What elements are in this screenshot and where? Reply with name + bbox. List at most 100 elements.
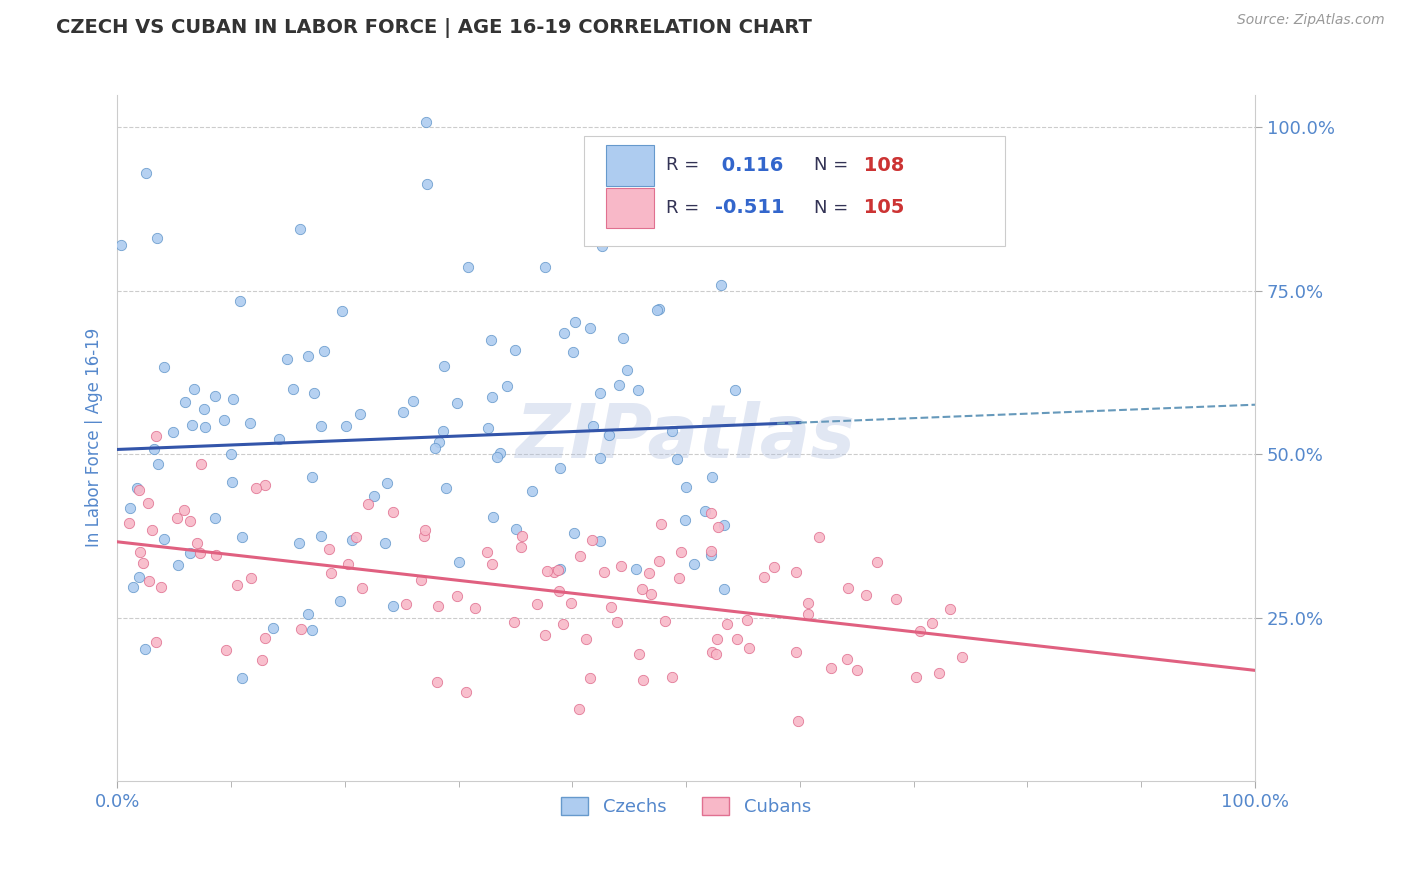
Point [526,597,548,611]
Point [167,558,190,572]
Point [110,237,132,252]
Point [624,562,647,576]
Point [337,558,360,572]
Point [510,528,533,542]
FancyBboxPatch shape [583,136,1005,245]
Point [381,599,404,614]
Point [416,177,439,191]
Point [735,613,758,627]
Point [128,483,150,497]
Point [162,425,184,440]
Point [377,475,399,490]
Point [188,545,211,559]
Text: 108: 108 [856,156,904,175]
Point [785,565,807,579]
Point [547,563,569,577]
Point [173,503,195,517]
Point [432,424,454,438]
Point [205,549,228,563]
Point [128,545,150,559]
Point [543,566,565,580]
Point [434,481,457,495]
Point [229,294,252,309]
Point [713,582,735,596]
Point [141,523,163,537]
Point [846,663,869,677]
Legend: Czechs, Cubans: Czechs, Cubans [554,789,818,823]
Point [752,570,775,584]
Point [588,451,610,466]
Point [886,591,908,606]
Point [661,424,683,438]
Point [204,389,226,403]
Point [520,483,543,498]
Point [482,510,505,524]
Point [612,330,634,344]
Point [700,544,723,558]
Point [166,511,188,525]
Point [536,564,558,578]
Point [592,565,614,579]
Point [725,632,748,646]
Point [548,583,571,598]
Point [797,596,820,610]
Point [607,378,630,392]
Point [135,166,157,180]
Point [928,665,950,680]
Point [820,661,842,675]
Point [534,260,557,275]
Point [239,416,262,430]
Point [146,231,169,245]
Text: Source: ZipAtlas.com: Source: ZipAtlas.com [1237,13,1385,28]
Point [562,345,585,359]
Point [706,632,728,646]
Point [908,624,931,638]
Point [314,344,336,359]
Point [349,408,371,422]
Point [683,557,706,571]
Point [567,702,589,716]
Point [598,428,620,442]
Point [146,457,169,471]
Point [700,549,723,563]
Point [222,392,245,406]
Point [335,418,357,433]
Point [599,599,621,614]
Point [589,385,612,400]
Point [288,536,311,550]
Point [693,504,716,518]
Point [510,540,533,554]
Point [125,481,148,495]
Point [637,566,659,581]
Point [738,641,761,656]
Point [628,647,651,661]
Point [534,628,557,642]
Point [319,566,342,580]
Point [640,587,662,601]
Point [575,632,598,646]
Point [381,504,404,518]
Point [921,615,943,630]
Point [631,582,654,596]
Point [648,554,671,568]
Point [505,522,527,536]
Text: ZIPatlas: ZIPatlas [516,401,856,475]
Point [134,641,156,656]
Point [152,360,174,375]
Point [253,631,276,645]
Point [477,421,499,435]
Point [724,383,747,397]
Point [145,635,167,649]
Point [357,497,380,511]
Point [173,394,195,409]
Point [212,413,235,427]
Point [254,478,277,492]
Point [479,333,502,347]
Point [486,450,509,465]
Point [301,623,323,637]
Point [120,500,142,515]
Point [204,510,226,524]
Point [269,432,291,446]
Point [329,593,352,607]
Point [650,517,672,532]
